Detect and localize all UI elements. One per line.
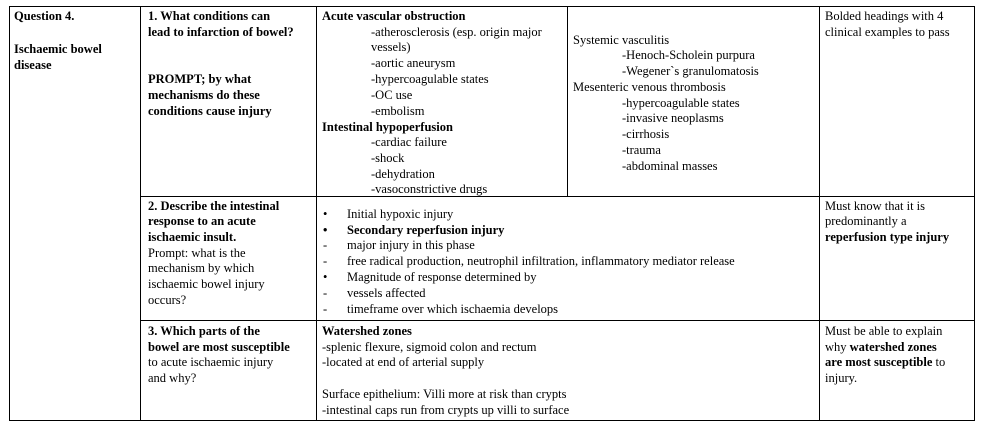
row1-prompt-line: PROMPT; by what [148,72,252,86]
row3-answer-line: -intestinal caps run from crypts up vill… [322,403,570,417]
table-border-top [9,6,975,7]
col-divider-4 [974,6,975,421]
row2-answer-item: Magnitude of response determined by [323,270,536,285]
row1-prompt-line: conditions cause injury [148,104,272,118]
row3-note-line: why watershed zones [825,340,937,355]
row1-prompt-line: mechanisms do these [148,88,260,102]
row2-answer-item: major injury in this phase [323,238,475,253]
row3-answer-line: Surface epithelium: Villi more at risk t… [322,387,567,401]
row1-list-item: -abdominal masses [622,159,718,173]
row2-question-line: response to an acute [148,214,256,228]
row1-list-item: -hypercoagulable states [371,72,489,86]
col-divider-mid [567,6,568,196]
row2-prompt-line: Prompt: what is the [148,246,246,260]
row1-list-item: -atherosclerosis (esp. origin major [371,25,542,39]
row1-list-item: -trauma [622,143,661,157]
table-border-bottom [9,420,975,421]
row3-question-line: 3. Which parts of the [148,324,260,338]
row1-list-item: -invasive neoplasms [622,111,724,125]
row3-note-bold: watershed zones [849,340,937,354]
row1-list-item: -dehydration [371,167,435,181]
row-divider-2 [140,320,975,321]
row2-prompt-line: ischaemic bowel injury [148,277,265,291]
row2-answer-item: timeframe over which ischaemia develops [323,302,558,317]
row1-heading-hypoperfusion: Intestinal hypoperfusion [322,120,453,134]
row2-note-line: predominantly a [825,214,907,228]
row2-note-line: Must know that it is [825,199,926,213]
row1-list-item: -embolism [371,104,425,118]
row1-heading-venous-thrombosis: Mesenteric venous thrombosis [573,80,726,94]
row1-list-item: -aortic aneurysm [371,56,456,70]
row2-question-line: ischaemic insult. [148,230,237,244]
row3-question-line: to acute ischaemic injury [148,355,274,369]
row1-list-item: -hypercoagulable states [622,96,740,110]
col-divider-1 [140,6,141,421]
row2-answer-item: Secondary reperfusion injury [323,223,504,238]
row1-note-line: Bolded headings with 4 [825,9,944,23]
row1-list-item: vessels) [371,40,411,54]
row3-note-plain: to [932,355,946,369]
row1-question-line: 1. What conditions can [148,9,271,23]
row1-list-item: -Wegener`s granulomatosis [622,64,759,78]
row2-answer-item: vessels affected [323,286,425,301]
row3-heading-watershed: Watershed zones [322,324,412,338]
row2-prompt-line: mechanism by which [148,261,255,275]
row3-note-line: injury. [825,371,858,385]
row3-question-line: bowel are most susceptible [148,340,290,354]
row2-answer-item: Initial hypoxic injury [323,207,453,222]
row3-note-line: Must be able to explain [825,324,943,338]
row1-list-item: -cardiac failure [371,135,447,149]
col-divider-0 [9,6,10,421]
row1-list-item: -vasoconstrictive drugs [371,182,488,196]
col-divider-3 [819,6,820,421]
row-divider-1 [140,196,975,197]
row1-heading-vasculitis: Systemic vasculitis [573,33,670,47]
row3-answer-line: -splenic flexure, sigmoid colon and rect… [322,340,537,354]
row3-note-line: are most susceptible to [825,355,945,370]
row1-question-line: lead to infarction of bowel? [148,25,294,39]
row2-note-bold: reperfusion type injury [825,230,950,244]
row1-list-item: -cirrhosis [622,127,670,141]
row1-list-item: -shock [371,151,405,165]
row2-answer-item: free radical production, neutrophil infi… [323,254,735,269]
row1-heading-acute-obstruction: Acute vascular obstruction [322,9,466,23]
question-number: Question 4. [14,9,75,23]
row3-note-plain: why [825,340,850,354]
row3-answer-line: -located at end of arterial supply [322,355,485,369]
row1-list-item: -OC use [371,88,413,102]
row3-question-line: and why? [148,371,197,385]
col-divider-2 [316,6,317,421]
row1-note-line: clinical examples to pass [825,25,950,39]
row1-list-item: -Henoch-Scholein purpura [622,48,755,62]
row2-question-line: 2. Describe the intestinal [148,199,280,213]
row3-note-bold: are most susceptible [825,355,933,369]
row2-prompt-line: occurs? [148,293,187,307]
question-topic: Ischaemic bowel disease [14,42,102,72]
